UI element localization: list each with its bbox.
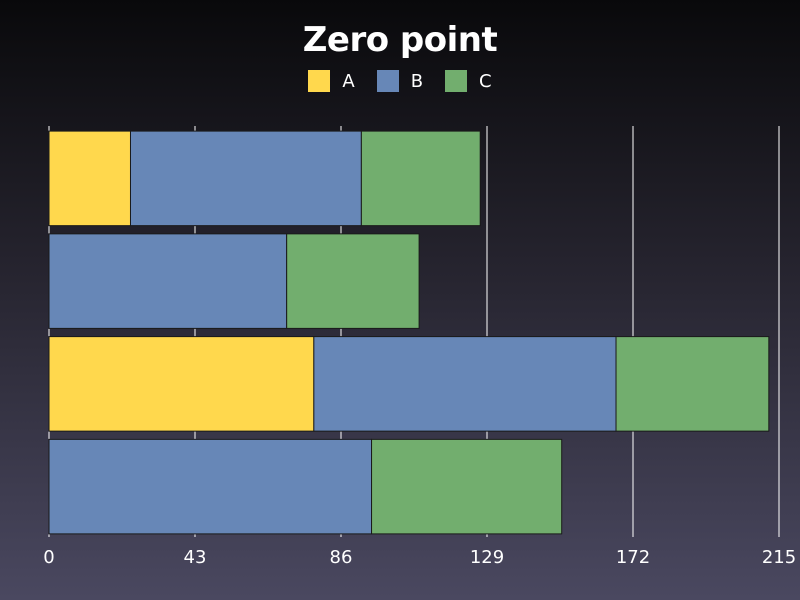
x-tick-label: 215 <box>762 547 796 568</box>
x-tick-label: 0 <box>43 547 54 568</box>
bar-c <box>360 130 481 227</box>
x-tick-label: 172 <box>616 547 650 568</box>
legend-item-b[interactable]: B <box>376 70 424 92</box>
legend-item-a[interactable]: A <box>308 70 355 92</box>
bar-a <box>48 336 315 432</box>
legend-label: A <box>342 70 355 92</box>
bar-c <box>286 233 420 329</box>
chart-title: Zero point <box>302 20 498 60</box>
legend-label: C <box>479 70 492 92</box>
legend-swatch <box>308 70 331 92</box>
x-tick-label: 86 <box>330 547 353 568</box>
bar-b <box>48 233 288 329</box>
bar-b <box>48 438 373 535</box>
x-tick-label: 129 <box>470 547 504 568</box>
bar-b <box>313 336 617 432</box>
x-tick-label: 43 <box>184 547 207 568</box>
legend-swatch <box>376 70 399 92</box>
bar-c <box>615 336 770 432</box>
legend-swatch <box>445 70 468 92</box>
legend-label: B <box>410 70 424 92</box>
bar-c <box>371 438 563 535</box>
bar-b <box>129 130 362 227</box>
bar-a <box>48 130 131 227</box>
legend-item-c[interactable]: C <box>445 70 492 92</box>
legend: A B C <box>0 70 800 92</box>
